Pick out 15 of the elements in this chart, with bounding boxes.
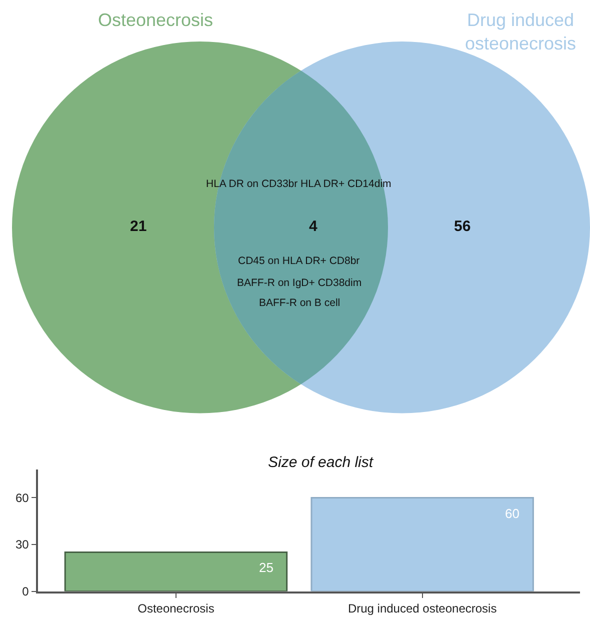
data-label: 4 [309, 218, 318, 235]
data-label: 21 [130, 218, 147, 235]
category-label: Drug induced osteonecrosis [465, 10, 576, 54]
text: BAFF-R on B cell [259, 297, 340, 309]
data-label: 56 [454, 218, 471, 235]
text: HLA DR on CD33br HLA DR+ CD14dim [206, 178, 392, 190]
y-tick-label: 30 [15, 538, 30, 552]
chart-title: Size of each list [268, 454, 374, 471]
category-label: Osteonecrosis [98, 10, 214, 30]
y-tick-label: 60 [15, 490, 30, 505]
data-label: 25 [259, 560, 274, 575]
text: CD45 on HLA DR+ CD8br [238, 255, 360, 267]
y-tick-label: 0 [22, 584, 30, 598]
text: BAFF-R on IgD+ CD38dim [237, 277, 362, 289]
data-label: 60 [505, 506, 520, 521]
